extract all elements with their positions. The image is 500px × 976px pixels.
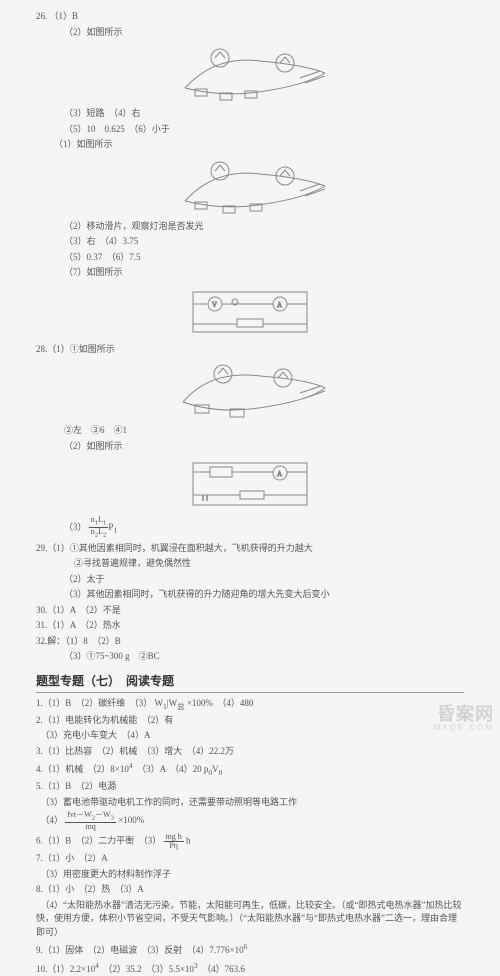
list-item: 2.（1）电能转化为机械能 （2）有: [36, 714, 464, 728]
section-title: 题型专题（七） 阅读专题: [36, 672, 464, 693]
q26b-p4: （5）0.37 （6）7.5: [36, 251, 464, 265]
list-item: （3）蓄电池带驱动电机工作的同时，还需要带动照明等电路工作: [36, 796, 464, 810]
q29-p1: 29.（1）①其他因素相同时，机翼浸在面积越大，飞机获得的升力越大: [36, 542, 464, 556]
list-item: 4.（1）机械 （2）8×104 （3）A （4）20 p0V0: [36, 760, 464, 778]
answer-list: 1.（1）B （2）碳纤维 （3） W1|W总 ×100% （4）480 2.（1…: [36, 697, 464, 976]
q26-p2: （2）如图所示: [36, 26, 464, 40]
q28-p1: 28.（1）①如图所示: [36, 343, 464, 357]
list-item: （3）用密度更大的材料制作浮子: [36, 868, 464, 882]
q29-frac: （3） n1L1n2L2P1: [36, 516, 464, 540]
list-item: 6.（1）B （2）二力平衡 （3） mg hPη h: [36, 833, 464, 850]
q26-p4: （5）10 0.625 （6）小于: [36, 123, 464, 137]
svg-text:A: A: [277, 301, 282, 309]
q26b-p3: （3）右 （4）3.75: [36, 235, 464, 249]
list-item: （4）“太阳能热水器”清洁无污染，节能，太阳能可再生，低碳，比较安全。（或“即热…: [36, 899, 464, 940]
figure-28-1: [36, 360, 464, 420]
list-item: 8.（1）小 （2）热 （3）A: [36, 883, 464, 897]
list-item: 10.（1）2.2×104 （2）35.2 （3）5.5×103 （4）763.…: [36, 960, 464, 976]
q29-p3: （2）太于: [36, 573, 464, 587]
q32b: （3）①75~300 g ②BC: [36, 650, 464, 664]
list-item: 7.（1）小 （2）A: [36, 852, 464, 866]
watermark-url: MXQE.COM: [434, 722, 494, 734]
figure-26-2: [36, 156, 464, 216]
q30: 30.（1）A （2）不是: [36, 604, 464, 618]
q29-p2: ②寻找普遍规律，避免偶然性: [36, 557, 464, 571]
q26b-p5: （7）如图所示: [36, 266, 464, 280]
q26b-p1: （1）如图所示: [36, 138, 464, 152]
q31: 31.（1）A （2）热水: [36, 619, 464, 633]
q29-frac-label: （3）: [64, 522, 87, 532]
list-item: 5.（1）B （2）电源: [36, 780, 464, 794]
list-item: 9.（1）固体 （2）电磁波 （3）反射 （4）7.776×106: [36, 941, 464, 958]
list-item: 1.（1）B （2）碳纤维 （3） W1|W总 ×100% （4）480: [36, 697, 464, 712]
list-item: （4） fvt－W2－W3mq ×100%: [36, 811, 464, 831]
figure-28-2: A: [36, 457, 464, 512]
q28-p3: （2）如图所示: [36, 440, 464, 454]
q26-p1: 26. （1）B: [36, 10, 464, 24]
figure-26-3: V A: [36, 284, 464, 339]
q26b-p2: （2）移动滑片，观察灯泡是否发光: [36, 220, 464, 234]
svg-text:A: A: [277, 470, 282, 478]
q29-frac-body: n1L1n2L2: [89, 516, 109, 540]
svg-text:V: V: [212, 301, 217, 309]
q28-p2: ②左 ③6 ④1: [36, 424, 464, 438]
figure-26-1: [36, 43, 464, 103]
list-item: 3.（1）比热容 （2）机械 （3）增大 （4）22.2万: [36, 745, 464, 759]
q32a: 32.解：（1）8 （2）B: [36, 635, 464, 649]
q29-p4: （3）其他因素相同时，飞机获得的升力随迎角的增大先变大后变小: [36, 588, 464, 602]
q26-p3: （3）短路 （4）右: [36, 107, 464, 121]
